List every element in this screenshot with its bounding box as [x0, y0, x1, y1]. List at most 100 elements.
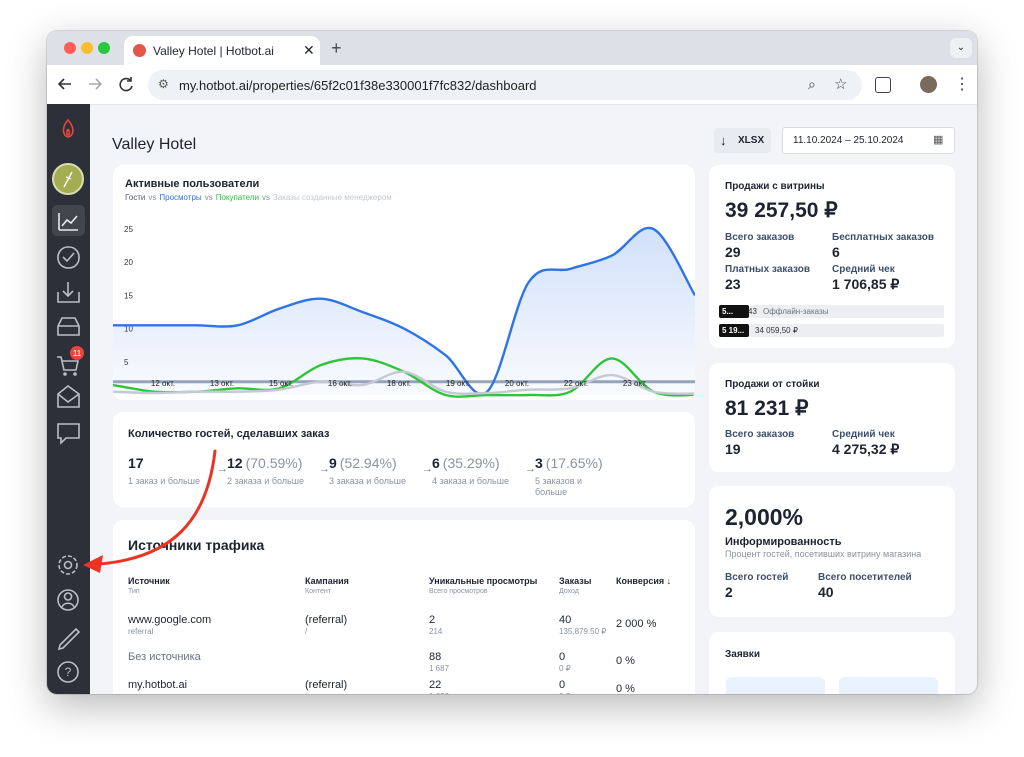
- bookmark-star[interactable]: ☆: [834, 76, 848, 93]
- zoom-icon[interactable]: ⌕: [808, 76, 816, 92]
- series-line: [113, 370, 695, 395]
- back-button[interactable]: [57, 78, 71, 90]
- inbox-icon[interactable]: [57, 282, 80, 303]
- calendar-icon: ▦: [933, 134, 944, 146]
- help-icon[interactable]: [57, 661, 79, 683]
- request-tile[interactable]: [839, 677, 938, 694]
- extensions[interactable]: [875, 77, 891, 93]
- date-range: 11.10.2024 – 25.10.2024: [793, 135, 904, 146]
- cell-sub: 0 ₽: [559, 664, 571, 673]
- cell: 0: [559, 679, 566, 691]
- step-count: 17: [128, 455, 144, 471]
- export-button[interactable]: ↓ XLSX: [714, 128, 771, 153]
- tab-title: Valley Hotel | Hotbot.ai: [153, 44, 274, 58]
- step-arrow: →: [217, 463, 228, 475]
- stat-label: Средний чек: [832, 264, 895, 275]
- reload-button[interactable]: [119, 77, 133, 92]
- funnel-step: 12 (70.59%) 2 заказа и больше: [227, 455, 307, 487]
- chat-icon[interactable]: [57, 423, 80, 445]
- stat-value: 29: [725, 244, 741, 260]
- bar-badge: 5 19...: [719, 324, 749, 337]
- cart-icon[interactable]: [57, 356, 79, 371]
- step-count: 6: [432, 455, 440, 471]
- cell: 2: [429, 614, 436, 626]
- step-percent: (17.65%): [545, 455, 603, 471]
- new-tab[interactable]: +: [331, 38, 342, 58]
- stat-value: 1 706,85 ₽: [832, 276, 900, 292]
- funnel-card: Количество гостей, сделавших заказ 17 1 з…: [113, 412, 695, 507]
- tasks-icon[interactable]: [57, 246, 80, 269]
- step-percent: (70.59%): [245, 455, 303, 471]
- tab-search[interactable]: ⌄: [950, 38, 972, 58]
- close-window[interactable]: [64, 42, 76, 54]
- date-picker[interactable]: 11.10.2024 – 25.10.2024 ▦: [782, 127, 955, 154]
- address-bar[interactable]: ⚙ my.hotbot.ai/properties/65f2c01f38e330…: [148, 70, 862, 100]
- cell: Без источника: [128, 651, 201, 663]
- cell-sub: 214: [429, 627, 443, 636]
- toolbar: ⚙ my.hotbot.ai/properties/65f2c01f38e330…: [47, 65, 977, 105]
- step-count: 9: [329, 455, 337, 471]
- x-tick-label: 20 окт.: [505, 379, 529, 388]
- awareness-value: 2,000%: [725, 504, 804, 530]
- settings-icon[interactable]: [58, 555, 78, 575]
- step-label: 3 заказа и больше: [329, 476, 406, 486]
- minimize-window[interactable]: [81, 42, 93, 54]
- mail-icon[interactable]: [57, 384, 80, 408]
- services-icon[interactable]: [57, 317, 80, 336]
- bar-badge: 5...: [719, 305, 749, 318]
- export-label: XLSX: [738, 135, 765, 146]
- sidebar-icons: 11 ?: [52, 118, 85, 683]
- offline-bar: 5 19... 34 059,50 ₽: [719, 324, 944, 337]
- cell-sub: 1 653: [429, 692, 449, 694]
- request-tile[interactable]: [726, 677, 825, 694]
- legend-separator: vs: [261, 193, 270, 202]
- line-chart: 51015202512 окт.13 окт.15 окт.16 окт.18 …: [113, 225, 695, 398]
- edit-icon[interactable]: [57, 627, 81, 651]
- showcase-title: Продажи с витрины: [725, 181, 825, 192]
- maximize-window[interactable]: [98, 42, 110, 54]
- forward-button[interactable]: [89, 78, 103, 90]
- analytics-icon[interactable]: [58, 213, 78, 231]
- funnel-step: 3 (17.65%) 5 заказов и больше: [535, 455, 615, 498]
- step-arrow: →: [525, 463, 536, 475]
- awareness-subtitle: Процент гостей, посетивших витрину магаз…: [725, 549, 922, 559]
- column-header: Источник: [128, 576, 170, 586]
- avatar-mark: [63, 171, 73, 188]
- cell: 2 000 %: [616, 618, 657, 630]
- settings-core: [63, 560, 73, 570]
- column-header: Уникальные просмотры: [429, 576, 538, 586]
- traffic-title: Источники трафика: [128, 537, 265, 553]
- step-count: 12: [227, 455, 243, 471]
- menu[interactable]: ⋮: [954, 76, 970, 93]
- nav-buttons[interactable]: [47, 65, 147, 104]
- site-info[interactable]: ⚙: [158, 77, 169, 91]
- logo[interactable]: [62, 118, 74, 138]
- column-subheader: Контент: [305, 588, 331, 595]
- stat-value: 19: [725, 441, 741, 457]
- cart-wheel: [73, 372, 77, 376]
- profile-icon[interactable]: [57, 589, 79, 611]
- url: my.hotbot.ai/properties/65f2c01f38e33000…: [179, 78, 537, 93]
- awareness-title: Информированность: [725, 536, 842, 548]
- stat-value: 2: [725, 584, 733, 600]
- series-line: [113, 226, 695, 396]
- active-tab[interactable]: Valley Hotel | Hotbot.ai ✕: [124, 36, 320, 65]
- tab-close[interactable]: ✕: [303, 42, 315, 58]
- bar-value: 43: [748, 307, 757, 316]
- cart-badge: [70, 346, 84, 360]
- column-subheader: Тип: [128, 588, 140, 595]
- cell: 0 %: [616, 683, 635, 694]
- stat-value: 40: [818, 584, 834, 600]
- sidebar: 11 ?: [47, 104, 90, 694]
- download-arrow: ↓: [720, 133, 727, 148]
- profile[interactable]: [920, 76, 937, 93]
- tab-strip: Valley Hotel | Hotbot.ai ✕ + ⌄: [47, 31, 977, 65]
- cell: my.hotbot.ai: [128, 679, 188, 691]
- x-tick-label: 18 окт.: [387, 379, 411, 388]
- chart-card: 51015202512 окт.13 окт.15 окт.16 окт.18 …: [113, 165, 695, 400]
- bar-label: Оффлайн-заказы: [763, 307, 829, 316]
- legend-separator: vs: [148, 193, 157, 202]
- x-tick-label: 15 окт.: [269, 379, 293, 388]
- legend: Гости vs Просмотры vs Покупатели vs Заказы соз…: [125, 193, 392, 202]
- cell-sub: /: [305, 692, 307, 694]
